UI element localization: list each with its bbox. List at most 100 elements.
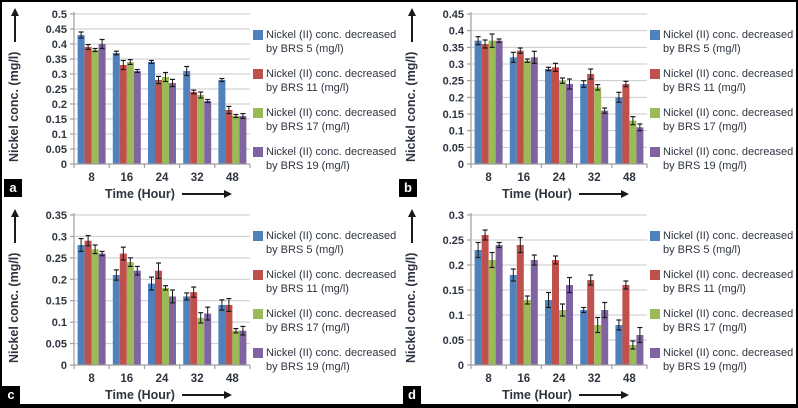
y-tick-label: 0.3 bbox=[52, 69, 67, 81]
legend-swatch-icon bbox=[253, 108, 263, 118]
y-tick-label: 0 bbox=[458, 360, 464, 372]
bar bbox=[133, 71, 141, 164]
legend-swatch-icon bbox=[650, 108, 660, 118]
chart-canvas-a: 0 0.05 0.1 0.15 0.2 0.25 0.3 0.35 0.4 0.45 0.5 8 16 2… bbox=[7, 8, 251, 201]
y-tick-label: 0.2 bbox=[449, 260, 464, 272]
x-axis-arrow-icon bbox=[621, 391, 629, 399]
y-tick-label: 0.35 bbox=[443, 42, 464, 54]
bar bbox=[580, 84, 588, 164]
bar bbox=[239, 116, 247, 164]
legend-entry-label: Nickel (II) conc. decreased by BRS 17 (mg… bbox=[663, 107, 794, 133]
legend-entry: Nickel (II) conc. decreased by BRS 5 (mg/… bbox=[253, 229, 397, 257]
y-tick-label: 0.25 bbox=[443, 76, 464, 88]
chart-canvas-b: 0 0.05 0.1 0.15 0.2 0.25 0.3 0.35 0.4 0.45 8 16 24 32… bbox=[404, 8, 648, 201]
panel-letter-c: c bbox=[2, 386, 20, 404]
legend-entry-label: Nickel (II) conc. decreased by BRS 5 (mg/… bbox=[663, 230, 794, 256]
legend-swatch-icon bbox=[253, 231, 263, 241]
bar bbox=[488, 40, 496, 164]
y-axis-title: Nickel conc. (mg/l) bbox=[7, 253, 21, 363]
bar bbox=[204, 101, 212, 164]
y-tick-label: 0.2 bbox=[449, 92, 464, 104]
panel-letter-d: d bbox=[403, 386, 421, 404]
y-tick-label: 0.05 bbox=[46, 144, 67, 156]
bar bbox=[587, 280, 595, 365]
y-tick-label: 0.4 bbox=[449, 26, 465, 38]
legend-swatch-icon bbox=[253, 309, 263, 319]
bar bbox=[169, 83, 176, 164]
bar bbox=[495, 40, 503, 164]
x-tick-label: 16 bbox=[120, 172, 133, 184]
legend-entry-label: Nickel (II) conc. decreased by BRS 19 (mg… bbox=[266, 347, 397, 373]
bar bbox=[545, 300, 552, 365]
legend-entry-label: Nickel (II) conc. decreased by BRS 5 (mg/… bbox=[266, 230, 397, 256]
legend-b: Nickel (II) conc. decreased by BRS 5 (mg/… bbox=[650, 28, 794, 184]
bar bbox=[559, 80, 566, 164]
bar bbox=[580, 310, 588, 365]
legend-entry: Nickel (II) conc. decreased by BRS 17 (mg… bbox=[253, 106, 397, 134]
x-axis-title: Time (Hour) bbox=[105, 388, 175, 402]
bar bbox=[91, 249, 99, 365]
legend-entry-label: Nickel (II) conc. decreased by BRS 11 (mg… bbox=[266, 269, 397, 295]
bar bbox=[566, 285, 573, 365]
x-axis-arrow-icon bbox=[224, 190, 232, 198]
bar bbox=[183, 71, 191, 164]
legend-entry: Nickel (II) conc. decreased by BRS 19 (mg… bbox=[650, 346, 794, 374]
y-tick-label: 0.35 bbox=[46, 210, 67, 222]
legend-swatch-icon bbox=[650, 69, 660, 79]
bar bbox=[98, 44, 106, 164]
bar bbox=[77, 35, 85, 164]
bar bbox=[155, 80, 162, 164]
legend-entry-label: Nickel (II) conc. decreased by BRS 11 (mg… bbox=[663, 68, 794, 94]
bar bbox=[615, 97, 623, 164]
x-tick-label: 24 bbox=[156, 172, 169, 184]
legend-entry: Nickel (II) conc. decreased by BRS 11 (mg… bbox=[253, 67, 397, 95]
bar bbox=[509, 57, 517, 165]
legend-swatch-icon bbox=[650, 270, 660, 280]
y-tick-label: 0.4 bbox=[52, 39, 68, 51]
bar bbox=[552, 67, 559, 164]
bar bbox=[636, 127, 644, 164]
x-axis-title: Time (Hour) bbox=[502, 388, 572, 402]
bar bbox=[559, 310, 566, 365]
bar bbox=[622, 84, 630, 164]
x-tick-label: 8 bbox=[88, 172, 95, 184]
bar bbox=[119, 253, 127, 365]
legend-entry: Nickel (II) conc. decreased by BRS 11 (mg… bbox=[650, 268, 794, 296]
x-tick-label: 48 bbox=[623, 373, 636, 385]
legend-entry: Nickel (II) conc. decreased by BRS 5 (mg/… bbox=[650, 229, 794, 257]
y-tick-label: 0.3 bbox=[52, 231, 67, 243]
bar bbox=[119, 65, 127, 164]
y-tick-label: 0 bbox=[61, 360, 67, 372]
bar bbox=[545, 69, 552, 164]
legend-entry: Nickel (II) conc. decreased by BRS 19 (mg… bbox=[650, 145, 794, 173]
y-tick-label: 0 bbox=[61, 159, 67, 171]
bar bbox=[594, 87, 602, 164]
bar bbox=[148, 283, 155, 365]
legend-entry-label: Nickel (II) conc. decreased by BRS 11 (mg… bbox=[266, 68, 397, 94]
y-axis-arrow-icon bbox=[408, 8, 416, 16]
bar bbox=[474, 40, 482, 164]
bar bbox=[126, 262, 134, 365]
legend-entry: Nickel (II) conc. decreased by BRS 19 (mg… bbox=[253, 346, 397, 374]
bar bbox=[516, 50, 524, 164]
bar bbox=[155, 270, 162, 365]
y-tick-label: 0.15 bbox=[443, 285, 464, 297]
y-tick-label: 0.25 bbox=[443, 235, 464, 247]
bar bbox=[552, 260, 559, 365]
y-axis-title: Nickel conc. (mg/l) bbox=[404, 52, 418, 162]
bar bbox=[148, 62, 155, 164]
bar bbox=[218, 80, 226, 164]
bar bbox=[190, 292, 198, 365]
bar bbox=[112, 275, 120, 365]
bar bbox=[197, 95, 205, 164]
legend-swatch-icon bbox=[253, 270, 263, 280]
bar bbox=[523, 300, 531, 365]
y-tick-label: 0.3 bbox=[449, 210, 464, 222]
legend-swatch-icon bbox=[253, 69, 263, 79]
y-axis-arrow-icon bbox=[408, 209, 416, 217]
bar bbox=[84, 47, 92, 164]
y-tick-label: 0.15 bbox=[46, 296, 67, 308]
legend-entry-label: Nickel (II) conc. decreased by BRS 17 (mg… bbox=[266, 308, 397, 334]
legend-entry-label: Nickel (II) conc. decreased by BRS 17 (mg… bbox=[663, 308, 794, 334]
legend-entry: Nickel (II) conc. decreased by BRS 17 (mg… bbox=[650, 307, 794, 335]
